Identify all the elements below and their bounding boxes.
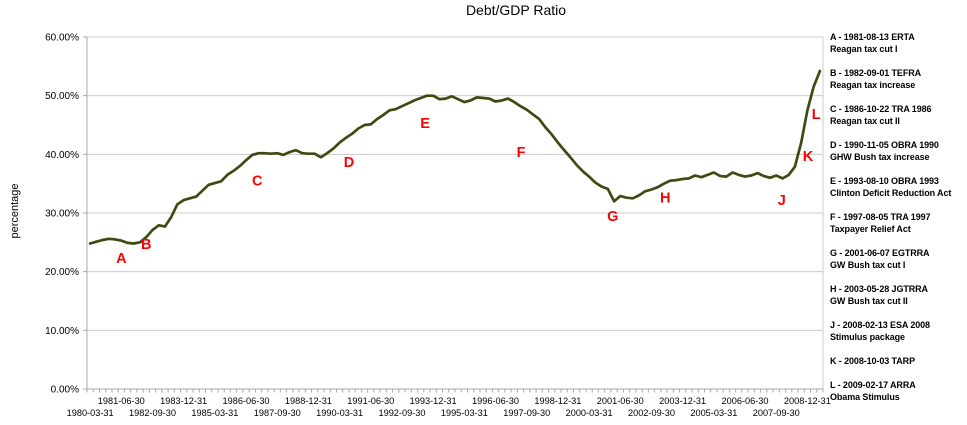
legend-entry-title: C - 1986-10-22 TRA 1986 [830,104,932,114]
x-tick-label: 1997-09-30 [503,408,550,418]
legend-entry-desc: Clinton Deficit Reduction Act [830,188,952,198]
x-tick-label: 1986-06-30 [223,396,270,406]
x-tick-label: 1981-06-30 [98,396,145,406]
x-tick-label: 2007-09-30 [753,408,800,418]
x-tick-label: 1990-03-31 [316,408,363,418]
x-tick-label: 1998-12-31 [534,396,581,406]
y-tick-label: 50.00% [45,91,79,102]
legend-entry-title: E - 1993-08-10 OBRA 1993 [830,176,939,186]
legend-entry-K: K - 2008-10-03 TARP [830,355,966,367]
x-tick-label: 2003-12-31 [659,396,706,406]
x-tick-label: 1983-12-31 [160,396,207,406]
y-tick-label: 40.00% [45,150,79,161]
legend-entry-title: H - 2003-05-28 JGTRRA [830,284,928,294]
legend-entry-title: F - 1997-08-05 TRA 1997 [830,212,931,222]
legend-entry-title: G - 2001-06-07 EGTRRA [830,248,930,258]
event-letter-K: K [803,149,814,165]
legend-entry-title: D - 1990-11-05 OBRA 1990 [830,140,939,150]
legend-entry-desc: Reagan tax increase [830,80,916,90]
event-letter-D: D [344,155,354,171]
legend-entry-G: G - 2001-06-07 EGTRRA GW Bush tax cut I [830,247,966,271]
legend-entry-title: J - 2008-02-13 ESA 2008 [830,320,930,330]
x-tick-label: 1992-09-30 [378,408,425,418]
x-tick-label: 2005-03-31 [690,408,737,418]
y-tick-label: 20.00% [45,267,79,278]
y-tick-label: 0.00% [51,385,79,396]
event-letter-G: G [607,209,618,225]
x-tick-label: 1985-03-31 [191,408,238,418]
y-tick-label: 10.00% [45,326,79,337]
legend-entry-L: L - 2009-02-17 ARRA Obama Stimulus [830,379,966,403]
x-tick-label: 2006-06-30 [722,396,769,406]
event-letter-L: L [812,107,821,123]
x-tick-label: 1995-03-31 [441,408,488,418]
legend-entry-J: J - 2008-02-13 ESA 2008 Stimulus package [830,319,966,343]
legend-entry-title: L - 2009-02-17 ARRA [830,380,916,390]
legend-entry-A: A - 1981-08-13 ERTA Reagan tax cut I [830,31,966,55]
y-tick-label: 60.00% [45,33,79,44]
legend-entry-desc: GW Bush tax cut I [830,260,906,270]
legend-entry-F: F - 1997-08-05 TRA 1997 Taxpayer Relief A… [830,211,966,235]
event-letter-H: H [660,191,670,207]
legend-entry-E: E - 1993-08-10 OBRA 1993 Clinton Deficit … [830,175,966,199]
legend-entry-C: C - 1986-10-22 TRA 1986 Reagan tax cut II [830,103,966,127]
y-tick-label: 30.00% [45,209,79,220]
event-legend: A - 1981-08-13 ERTA Reagan tax cut I B - 1… [830,31,966,415]
x-tick-label: 1987-09-30 [254,408,301,418]
legend-entry-desc: Stimulus package [830,332,905,342]
legend-entry-title: B - 1982-09-01 TEFRA [830,68,922,78]
event-letter-B: B [141,237,151,253]
event-letter-C: C [252,174,263,190]
legend-entry-title: A - 1981-08-13 ERTA [830,32,915,42]
legend-entry-title: K - 2008-10-03 TARP [830,356,915,366]
x-tick-label: 2008-12-31 [784,396,831,406]
x-tick-label: 1980-03-31 [67,408,114,418]
x-tick-label: 1988-12-31 [285,396,332,406]
legend-entry-desc: GHW Bush tax increase [830,152,930,162]
x-tick-label: 1996-06-30 [472,396,519,406]
legend-entry-desc: GW Bush tax cut II [830,296,908,306]
x-tick-label: 1993-12-31 [410,396,457,406]
legend-entry-desc: Reagan tax cut I [830,44,898,54]
event-letter-J: J [778,193,786,209]
legend-entry-desc: Taxpayer Relief Act [830,224,911,234]
x-tick-label: 1982-09-30 [129,408,176,418]
x-tick-label: 1991-06-30 [347,396,394,406]
chart-title: Debt/GDP Ratio [465,2,567,18]
legend-entry-H: H - 2003-05-28 JGTRRA GW Bush tax cut II [830,283,966,307]
legend-entry-desc: Obama Stimulus [830,392,900,402]
legend-entry-D: D - 1990-11-05 OBRA 1990 GHW Bush tax inc… [830,139,966,163]
legend-entry-B: B - 1982-09-01 TEFRA Reagan tax increase [830,67,966,91]
debt-gdp-line [88,69,822,245]
x-tick-label: 2001-06-30 [597,396,644,406]
event-letter-A: A [116,251,127,267]
x-tick-label: 2000-03-31 [566,408,613,418]
legend-entry-desc: Reagan tax cut II [830,116,900,126]
event-letter-E: E [420,116,430,132]
event-letter-F: F [517,145,526,161]
x-tick-label: 2002-09-30 [628,408,675,418]
